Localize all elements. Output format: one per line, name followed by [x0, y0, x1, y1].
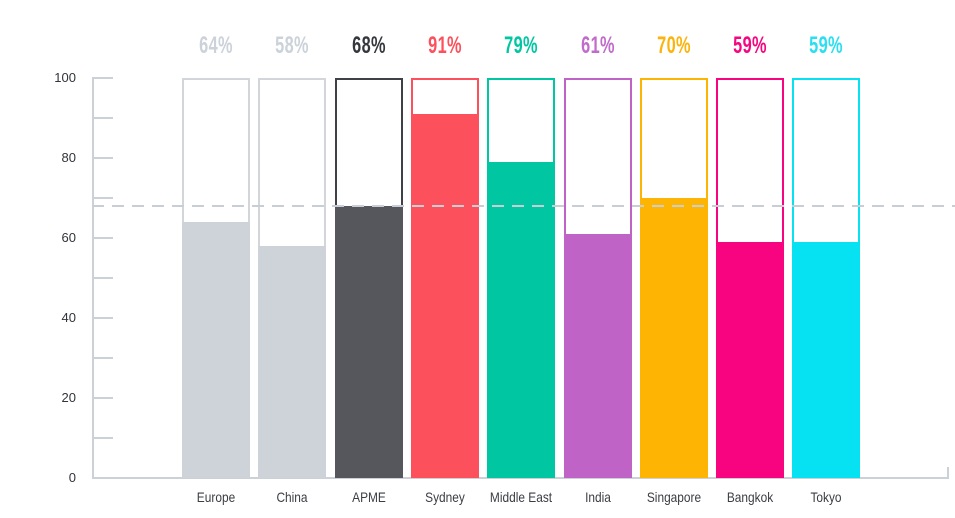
value-label-middle-east: 79%	[504, 32, 539, 59]
value-label-china: 58%	[275, 32, 310, 59]
value-label-tokyo: 59%	[809, 32, 844, 59]
y-axis-tick-70	[92, 197, 113, 199]
category-label-middle-east: Middle East	[490, 489, 553, 505]
y-axis-label-80: 80	[61, 150, 76, 165]
category-label-sydney: Sydney	[425, 489, 465, 505]
category-label-india: India	[584, 489, 611, 505]
x-axis-line	[92, 477, 949, 479]
y-axis-tick-80	[92, 157, 113, 159]
category-label-bangkok: Bangkok	[726, 489, 774, 505]
value-label-india: 61%	[580, 32, 615, 59]
category-label-tokyo: Tokyo	[810, 489, 842, 505]
bar-fill-apme	[334, 206, 403, 478]
y-axis-label-20: 20	[61, 390, 76, 405]
value-label-sydney: 91%	[428, 32, 462, 59]
y-axis-tick-50	[92, 277, 113, 279]
y-axis-tick-20	[92, 397, 113, 399]
y-axis-label-60: 60	[61, 230, 76, 245]
value-label-apme: 68%	[351, 32, 386, 59]
category-label-apme: APME	[351, 489, 386, 505]
y-axis-label-100: 100	[54, 70, 76, 85]
bar-fill-europe	[182, 222, 250, 478]
bar-fill-bangkok	[716, 242, 785, 478]
bar-fill-tokyo	[792, 242, 861, 478]
x-axis-end-tick	[947, 467, 949, 478]
average-reference-dashed-line	[92, 205, 955, 207]
value-label-europe: 64%	[199, 32, 233, 59]
y-axis-tick-60	[92, 237, 113, 239]
y-axis-label-0: 0	[68, 470, 76, 485]
bar-fill-india	[563, 234, 632, 478]
y-axis-label-40: 40	[61, 310, 76, 325]
bar-fill-china	[258, 246, 327, 478]
y-axis-tick-10	[92, 437, 113, 439]
category-label-china: China	[276, 489, 308, 505]
value-label-singapore: 70%	[656, 32, 691, 59]
value-label-bangkok: 59%	[733, 32, 767, 59]
bar-fill-sydney	[410, 114, 479, 478]
y-axis-tick-100	[92, 77, 113, 79]
y-axis-tick-90	[92, 117, 113, 119]
bar-fill-middle-east	[487, 162, 556, 478]
category-label-europe: Europe	[196, 489, 236, 505]
category-label-singapore: Singapore	[646, 489, 701, 505]
y-axis-tick-40	[92, 317, 113, 319]
bar-fill-singapore	[639, 198, 708, 478]
y-axis-tick-30	[92, 357, 113, 359]
